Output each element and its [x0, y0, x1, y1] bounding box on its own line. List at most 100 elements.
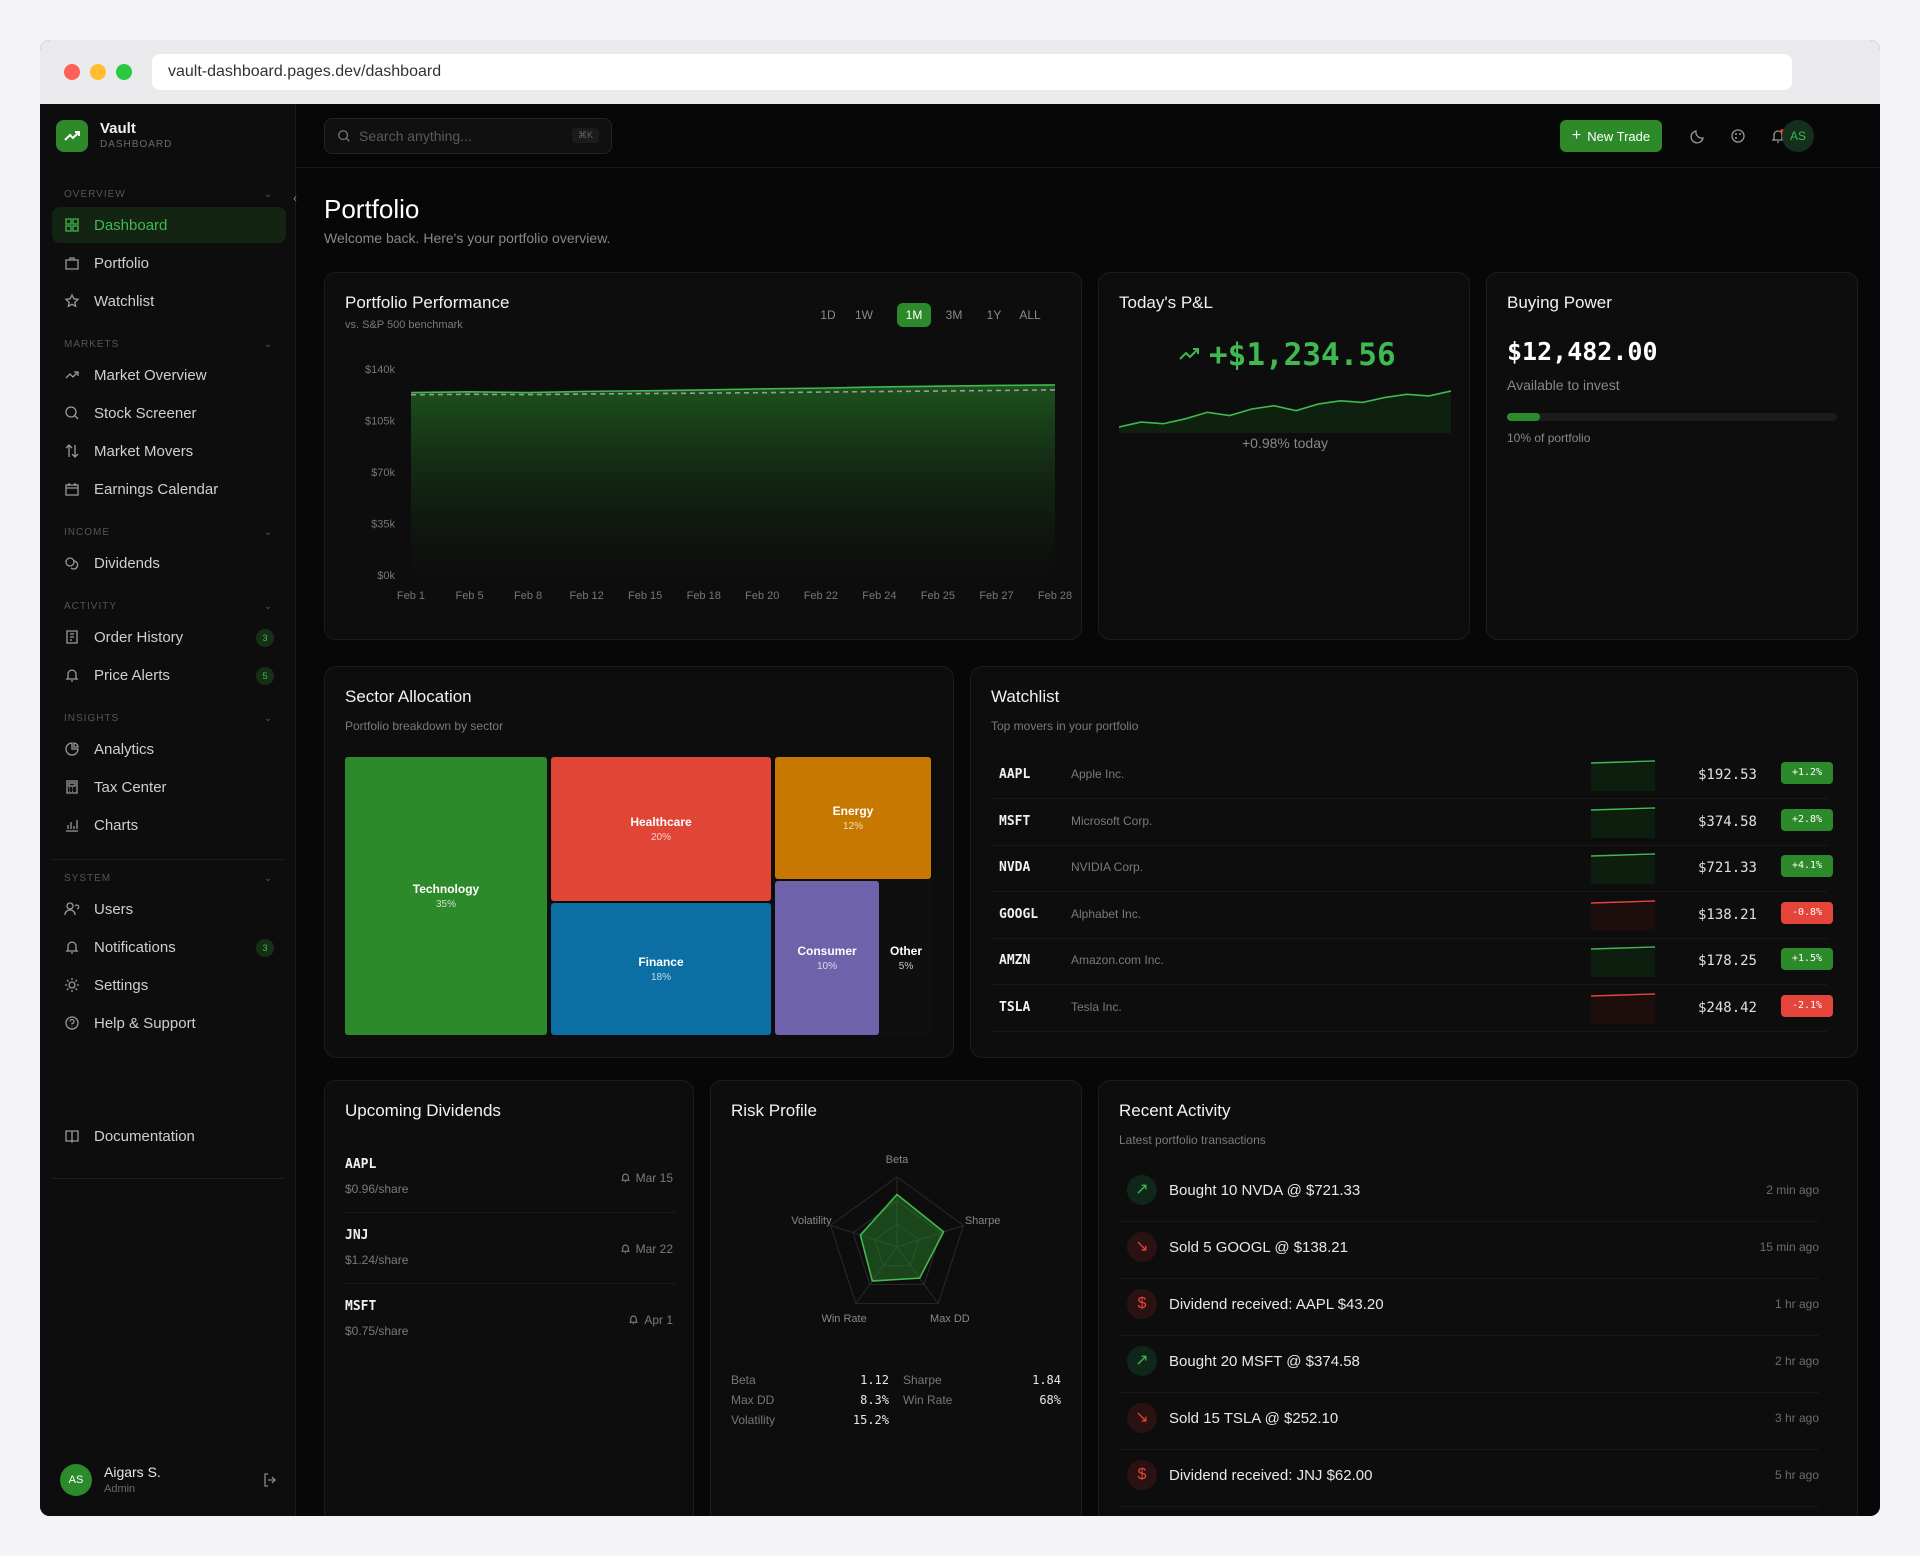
maximize-dot[interactable]: [116, 64, 132, 80]
chevron-down-icon[interactable]: ⌄: [264, 527, 273, 538]
sidebar-item-notifications[interactable]: Notifications 3: [52, 929, 286, 965]
new-trade-button[interactable]: + New Trade: [1560, 120, 1662, 152]
watchlist-row[interactable]: AMZN Amazon.com Inc. $178.25 +1.5%: [991, 939, 1833, 985]
dividend-icon: $: [1127, 1289, 1157, 1319]
bell-icon: [629, 1315, 639, 1325]
sidebar-item-dashboard[interactable]: Dashboard: [52, 207, 286, 243]
range-tab-1m[interactable]: 1M: [897, 303, 931, 327]
search-shortcut: ⌘K: [571, 128, 599, 143]
chevron-down-icon[interactable]: ⌄: [264, 873, 273, 884]
sector-tile-other[interactable]: Other 5%: [881, 881, 931, 1035]
ticker-price: $178.25: [1697, 953, 1757, 969]
user-avatar[interactable]: AS: [60, 1464, 92, 1496]
moon-icon[interactable]: [1690, 128, 1706, 144]
card-title: Watchlist: [991, 687, 1060, 706]
range-tab-1d[interactable]: 1D: [820, 308, 836, 322]
avatar[interactable]: AS: [1782, 120, 1814, 152]
nav-badge: 3: [256, 939, 274, 957]
activity-row[interactable]: ↘ Sold 15 TSLA @ $252.10 3 hr ago: [1119, 1393, 1819, 1450]
sidebar-item-charts[interactable]: Charts: [52, 807, 286, 843]
activity-time: 2 hr ago: [1774, 1354, 1819, 1368]
sidebar-item-market-overview[interactable]: Market Overview: [52, 357, 286, 393]
sector-tile-technology[interactable]: Technology 35%: [345, 757, 547, 1035]
address-bar[interactable]: vault-dashboard.pages.dev/dashboard: [152, 54, 1792, 90]
sidebar-item-earnings-calendar[interactable]: Earnings Calendar: [52, 471, 286, 507]
users-icon: [64, 902, 80, 916]
sector-name: Consumer: [797, 944, 857, 958]
arrows-icon: [65, 444, 79, 458]
risk-card: Risk Profile Beta Sharpe Max DD Win Rate Vol…: [710, 1080, 1082, 1516]
mini-sparkline: [1591, 806, 1655, 838]
collapse-sidebar-icon[interactable]: ‹: [293, 191, 297, 205]
buy-icon: ↗: [1127, 1175, 1157, 1205]
sidebar-item-order-history[interactable]: Order History 3: [52, 619, 286, 655]
pnl-value: +$1,234.56: [1209, 337, 1396, 373]
risk-metric-label: Max DD: [731, 1393, 775, 1407]
brand-subtitle: DASHBOARD: [100, 139, 173, 150]
watchlist-row[interactable]: TSLA Tesla Inc. $248.42 -2.1%: [991, 986, 1833, 1032]
sidebar-item-label: Users: [94, 900, 134, 918]
activity-row[interactable]: ↗ Bought 10 NVDA @ $721.33 2 min ago: [1119, 1165, 1819, 1222]
dividends-card: Upcoming Dividends AAPL $0.96/share Mar 15…: [324, 1080, 694, 1516]
sidebar-item-tax-center[interactable]: Tax Center: [52, 769, 286, 805]
dividend-date-label: Apr 1: [644, 1313, 673, 1327]
sector-tile-energy[interactable]: Energy 12%: [775, 757, 931, 879]
sector-tile-consumer[interactable]: Consumer 10%: [775, 881, 879, 1035]
chevron-down-icon[interactable]: ⌄: [264, 339, 273, 350]
sidebar-item-settings[interactable]: Settings: [52, 967, 286, 1003]
ticker-price: $374.58: [1697, 813, 1757, 830]
chevron-down-icon[interactable]: ⌄: [264, 601, 273, 612]
bell-icon: [65, 669, 79, 682]
sidebar-item-analytics[interactable]: Analytics: [52, 731, 286, 767]
chevron-down-icon[interactable]: ⌄: [264, 713, 273, 724]
page-subtitle: Welcome back. Here's your portfolio over…: [324, 230, 611, 246]
palette-icon[interactable]: [1730, 128, 1746, 144]
company-name: Alphabet Inc.: [1071, 906, 1142, 921]
activity-row[interactable]: ↗ Bought 20 MSFT @ $374.58 2 hr ago: [1119, 1336, 1819, 1393]
watchlist-row[interactable]: MSFT Microsoft Corp. $374.58 +2.8%: [991, 800, 1833, 846]
range-tab-all[interactable]: ALL: [1019, 308, 1041, 322]
sidebar-item-watchlist[interactable]: Watchlist: [52, 283, 286, 319]
mini-spark-fill: [1591, 949, 1655, 977]
card-title: Upcoming Dividends: [345, 1101, 501, 1120]
change-badge: +4.1%: [1781, 855, 1833, 877]
sidebar-item-market-movers[interactable]: Market Movers: [52, 433, 286, 469]
chevron-down-icon[interactable]: ⌄: [264, 189, 273, 200]
sidebar-item-dividends[interactable]: Dividends: [52, 545, 286, 581]
mini-spark-line: [1591, 806, 1655, 811]
close-dot[interactable]: [64, 64, 80, 80]
range-tab-1y[interactable]: 1Y: [986, 308, 1002, 322]
sidebar-item-price-alerts[interactable]: Price Alerts 5: [52, 657, 286, 693]
sidebar-item-users[interactable]: Users: [52, 891, 286, 927]
watchlist-row[interactable]: AAPL Apple Inc. $192.53 +1.2%: [991, 753, 1833, 799]
watchlist-row[interactable]: NVDA NVIDIA Corp. $721.33 +4.1%: [991, 846, 1833, 892]
watchlist-row[interactable]: GOOGL Alphabet Inc. $138.21 -0.8%: [991, 893, 1833, 939]
buying-power-label: Available to invest: [1507, 377, 1620, 393]
risk-metric-value: 8.3%: [860, 1393, 889, 1407]
page-title: Portfolio: [324, 194, 420, 224]
range-tab-1w[interactable]: 1W: [855, 308, 873, 322]
section-label-system: SYSTEM: [64, 873, 112, 884]
logout-icon[interactable]: [262, 1472, 278, 1488]
search-input[interactable]: Search anything... ⌘K: [324, 118, 612, 154]
sector-tile-finance[interactable]: Finance 18%: [551, 903, 771, 1035]
sector-name: Other: [889, 944, 922, 958]
activity-row[interactable]: $ Dividend received: JNJ $62.00 5 hr ago: [1119, 1450, 1819, 1507]
trend-up-icon: [64, 131, 80, 141]
sell-icon: ↘: [1127, 1403, 1157, 1433]
sidebar-item-stock-screener[interactable]: Stock Screener: [52, 395, 286, 431]
card-subtitle: vs. S&P 500 benchmark: [345, 319, 463, 331]
sector-tile-healthcare[interactable]: Healthcare 20%: [551, 757, 771, 901]
minimize-dot[interactable]: [90, 64, 106, 80]
logo[interactable]: [56, 120, 88, 152]
sidebar-item-help-support[interactable]: Help & Support: [52, 1005, 286, 1041]
buying-power-card: Buying Power $12,482.00 Available to inv…: [1486, 272, 1858, 640]
activity-row[interactable]: $ Dividend received: AAPL $43.20 1 hr ago: [1119, 1279, 1819, 1336]
sell-icon: ↘: [1127, 1232, 1157, 1262]
mini-sparkline: [1591, 946, 1655, 977]
dividend-date-label: Mar 15: [635, 1171, 673, 1185]
sidebar-item-documentation[interactable]: Documentation: [52, 1118, 286, 1154]
sidebar-item-portfolio[interactable]: Portfolio: [52, 245, 286, 281]
activity-row[interactable]: ↘ Sold 5 GOOGL @ $138.21 15 min ago: [1119, 1222, 1819, 1279]
range-tab-3m[interactable]: 3M: [945, 308, 963, 322]
